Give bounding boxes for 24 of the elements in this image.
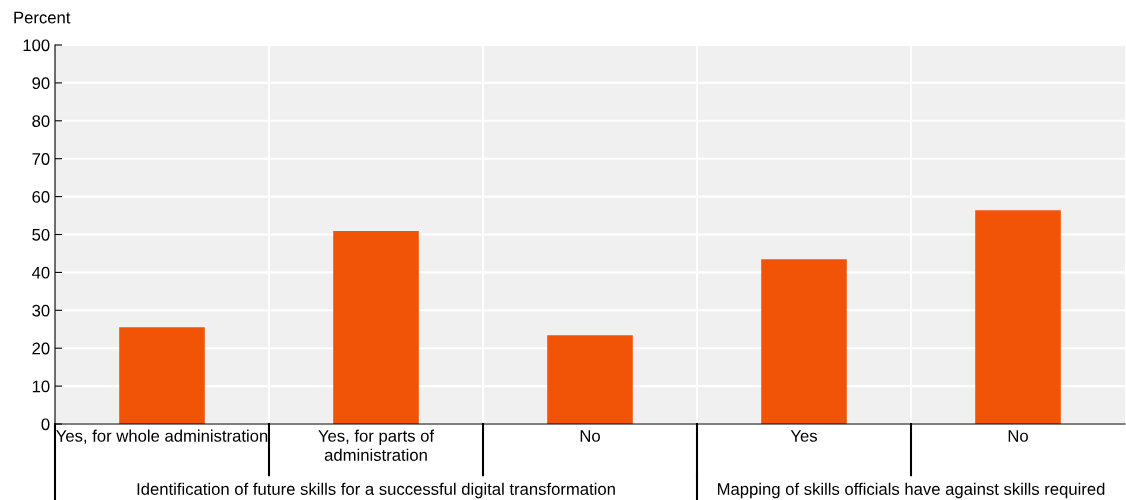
y-tick-label: 100	[23, 39, 50, 52]
x-tick-label: Yes	[790, 430, 817, 442]
bar	[761, 259, 847, 424]
bar	[119, 327, 205, 424]
x-tick-label: No	[580, 430, 600, 442]
y-tick-label: 70	[32, 153, 50, 165]
text: Identification of future skills for a successful digital transformation	[137, 482, 615, 499]
y-tick-label: 80	[32, 115, 50, 127]
y-tick-label: 0	[41, 418, 50, 431]
y-tick-label: 40	[31, 266, 50, 279]
y-tick-label: 50	[32, 228, 50, 241]
x-tick-label: Yes, for parts of administration	[318, 429, 435, 461]
x-tick-label: Yes, for whole administration	[56, 429, 268, 444]
y-tick-label: 30	[32, 304, 50, 317]
bar	[547, 335, 633, 424]
text: Mapping of skills officials have against skills required	[717, 482, 1105, 499]
y-tick-label: 60	[32, 191, 50, 203]
bar	[975, 210, 1061, 424]
y-tick-label: 20	[32, 342, 50, 355]
y-tick-label: 90	[32, 77, 50, 90]
y-axis-title: Percent	[14, 11, 71, 24]
y-tick-label: 10	[32, 380, 50, 393]
bar	[333, 231, 419, 424]
x-tick-label: No	[1008, 430, 1028, 442]
